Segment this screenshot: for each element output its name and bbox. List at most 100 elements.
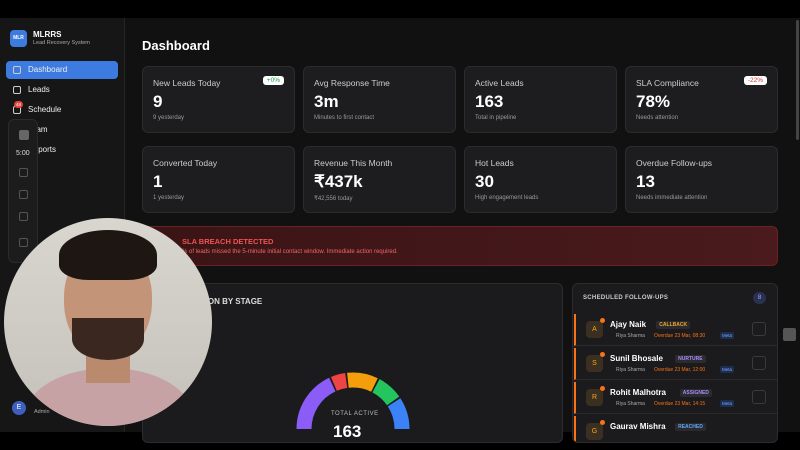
followups-title: SCHEDULED FOLLOW-UPS [583,295,669,301]
nav-item[interactable]: Reports [28,145,57,154]
user-avatar: E [12,401,26,415]
stat-value: 13 [636,172,655,191]
stat-sub: Needs immediate attention [636,195,708,201]
followup-avatar: S [586,355,603,372]
stat-badge: -22% [743,76,767,85]
call-button[interactable] [752,356,766,370]
app-subtitle: Lead Recovery System [33,40,90,46]
scrollbar [796,20,799,140]
stat-label: Active Leads [475,78,524,88]
followup-item[interactable]: R Rohit Malhotra ASSIGNED Riya Sharma Overdu… [574,382,777,414]
recorder-toolbar: 5:00 [8,119,38,263]
followup-tag: NURTURE [675,355,706,363]
stat-label: Overdue Follow-ups [636,158,713,168]
stat-card: Revenue This Month ₹437k ₹42,556 today [303,146,456,213]
donut-value: 163 [333,422,362,441]
nav-item[interactable]: Dashboard [28,65,68,74]
record-stop[interactable] [19,130,29,140]
followup-item[interactable]: S Sunil Bhosale NURTURE Riya Sharma Overdue … [574,348,777,380]
stat-label: Revenue This Month [314,158,393,168]
nav-active-bg [6,61,118,79]
app-logo: MLR [10,30,27,47]
call-button[interactable] [752,322,766,336]
distribution-card: DISTRIBUTION BY STAGE TOTAL ACTIVE 163 [142,283,563,443]
donut-segment [347,372,378,392]
stat-sub: Total in pipeline [475,115,517,121]
followup-source: Meta [720,366,735,373]
webcam-hair [59,230,157,280]
followup-agent: Riya Sharma [616,367,645,373]
stat-card: Active Leads 163 Total in pipeline [464,66,617,133]
nav-badge: 48 [14,101,24,108]
stat-value: 78% [636,92,671,111]
nav-icon [13,86,21,94]
stat-card: SLA Compliance 78% Needs attention -22% [625,66,778,133]
followup-tag: REACHED [675,423,706,431]
followup-dot [600,352,605,357]
followup-avatar: A [586,321,603,338]
donut-segment [372,379,400,406]
followup-due: Overdue 23 Mar, 14:15 [654,401,706,407]
side-widget [783,328,796,341]
nav-icon [13,66,21,74]
followup-due: Overdue 23 Mar, 08:30 [654,333,706,339]
donut-segment [296,377,336,430]
followup-source: Meta [720,400,735,407]
call-button[interactable] [752,390,766,404]
followup-name: Rohit Malhotra [610,388,666,397]
stat-value: 3m [314,92,339,111]
stat-value: 163 [475,92,504,111]
followups-panel: SCHEDULED FOLLOW-UPS 8 A Ajay Naik CALLBACK R… [572,283,778,443]
distribution-title: DISTRIBUTION BY STAGE [163,297,263,306]
recorder-control[interactable] [19,168,28,177]
donut-segment [387,398,410,430]
stat-value: 1 [153,172,163,191]
followup-agent: Riya Sharma [616,333,645,339]
stat-card: Converted Today 1 1 yesterday [142,146,295,213]
stat-sub: Minutes to first contact [314,115,375,121]
stat-label: SLA Compliance [636,78,699,88]
followup-avatar: G [586,423,603,440]
nav-item[interactable]: Schedule [28,105,62,114]
stat-label: New Leads Today [153,78,221,88]
stat-label: Converted Today [153,158,218,168]
followup-source: Meta [720,332,735,339]
stat-label: Avg Response Time [314,78,390,88]
recorder-control[interactable] [19,212,28,221]
webcam-beard [72,318,144,360]
followup-due: Overdue 23 Mar, 12:00 [654,367,706,373]
followup-dot [600,318,605,323]
followup-name: Sunil Bhosale [610,354,663,363]
followup-item[interactable]: G Gaurav Mishra REACHED [574,416,777,442]
followup-name: Gaurav Mishra [610,422,666,431]
stat-label: Hot Leads [475,158,514,168]
stat-sub: High engagement leads [475,195,539,201]
stat-sub: ₹42,556 today [314,196,353,202]
followup-tag: ASSIGNED [679,389,712,397]
nav-item[interactable]: Leads [28,85,50,94]
followup-dot [600,420,605,425]
alert-banner [142,226,778,266]
stat-card: Avg Response Time 3m Minutes to first cont… [303,66,456,133]
webcam-overlay [4,218,212,426]
stat-sub: 9 yesterday [153,115,185,121]
stat-value: 30 [475,172,494,191]
alert-message: % of leads missed the 5-minute initial c… [182,249,398,255]
stat-value: ₹437k [314,172,363,191]
recorder-control[interactable] [19,190,28,199]
followup-dot [600,386,605,391]
stat-badge: +0% [262,76,284,85]
stat-value: 9 [153,92,163,111]
donut [296,372,410,430]
stat-sub: Needs attention [636,115,679,121]
donut-label: TOTAL ACTIVE [331,411,379,417]
recorder-time: 5:00 [16,150,30,157]
followup-item[interactable]: A Ajay Naik CALLBACK Riya Sharma Overdue 23 … [574,314,777,346]
recorder-control[interactable] [19,238,28,247]
page-title: Dashboard [142,38,210,53]
followups-count: 8 [753,292,766,304]
followup-name: Ajay Naik [610,320,647,329]
app-name: MLRRS [33,30,62,39]
stat-sub: 1 yesterday [153,195,185,201]
